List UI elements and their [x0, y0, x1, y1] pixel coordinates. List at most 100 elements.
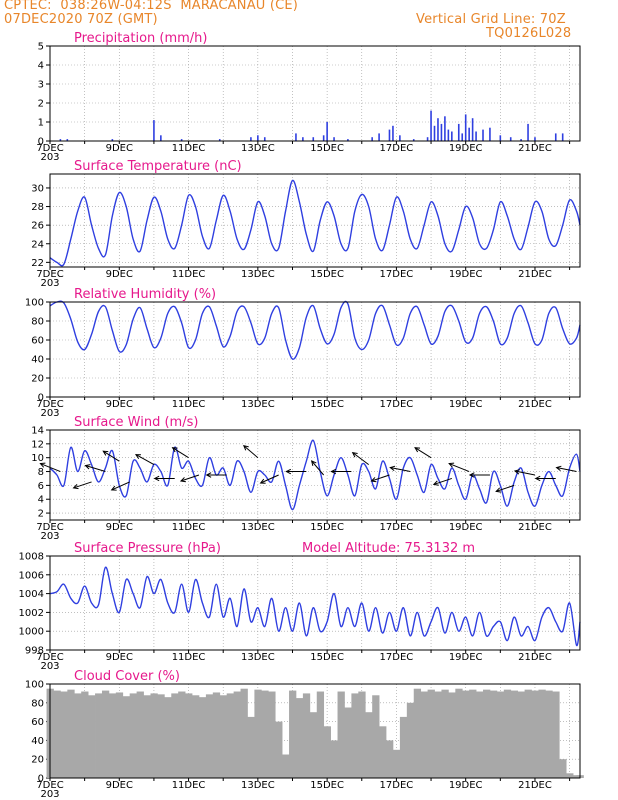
cloud-bar	[67, 689, 75, 778]
cloud-bar	[434, 691, 442, 778]
pressure-ytick-label: 1004	[19, 589, 44, 600]
cloud-bar	[150, 693, 158, 778]
cloud-bar	[379, 726, 387, 778]
wind-vector-head	[448, 462, 455, 468]
pressure-line	[49, 566, 581, 647]
wind-vector-head	[153, 475, 160, 482]
cloud-bar	[88, 695, 96, 778]
wind-vector-head	[243, 444, 249, 451]
pressure-ytick-label: 998	[25, 646, 44, 657]
cloud-bar	[448, 692, 456, 778]
cloud-bar	[309, 712, 318, 778]
precip-bar	[333, 137, 335, 141]
cloud-bar	[95, 693, 103, 778]
cloud-xtick-label: 15DEC	[310, 780, 344, 791]
pressure-xtick-label: 7DEC	[36, 652, 63, 663]
header-date: 07DEC2020 70Z (GMT)	[4, 12, 158, 27]
cloud-bar	[517, 691, 525, 778]
temperature-ytick-label: 30	[31, 183, 44, 194]
cloud-bar	[552, 691, 560, 778]
humidity-xtick-label: 19DEC	[449, 399, 483, 410]
cloud-ytick-label: 20	[31, 755, 44, 766]
wind-vector-head	[102, 450, 109, 456]
wind-vector-head	[110, 485, 117, 491]
cloud-bar	[233, 691, 241, 778]
cloud-bar	[538, 689, 546, 778]
wind-ytick-label: 12	[31, 439, 44, 450]
wind-xtick-label: 11DEC	[172, 522, 206, 533]
precip-bar	[433, 125, 436, 141]
temperature-xtick-label: 11DEC	[172, 269, 206, 280]
wind-vector	[135, 454, 155, 466]
precip-bar	[392, 125, 394, 141]
cloud-bar	[226, 693, 234, 778]
cloud-bar	[420, 691, 428, 778]
header-model: TQ0126L028	[486, 26, 572, 41]
wind-vector-head	[534, 475, 541, 482]
precip-bar	[153, 120, 155, 141]
cloud-bar	[129, 693, 137, 778]
cloud-bar	[171, 693, 179, 778]
precip-xtick-label: 21DEC	[518, 143, 552, 154]
wind-vector-head	[513, 469, 520, 475]
pressure-ytick-label: 1002	[19, 608, 44, 619]
precip-bar	[471, 118, 474, 141]
wind-vector-head	[495, 487, 502, 493]
precip-bar	[440, 123, 443, 141]
wind-vector-head	[285, 468, 292, 475]
temperature-title: Surface Temperature (nC)	[74, 159, 242, 174]
cloud-year-label: 203	[40, 789, 59, 800]
temperature-line	[49, 179, 581, 267]
cloud-ytick-label: 60	[31, 717, 44, 728]
cloud-bar	[427, 689, 435, 778]
cloud-bar	[496, 691, 505, 778]
temperature-frame	[49, 173, 581, 268]
precip-xtick-label: 15DEC	[310, 143, 344, 154]
cloud-bar	[295, 698, 304, 778]
temperature-ytick-label: 22	[31, 258, 44, 269]
pressure-xtick-label: 13DEC	[241, 652, 275, 663]
humidity-xtick-label: 17DEC	[380, 399, 414, 410]
wind-vector-head	[370, 477, 377, 483]
cloud-bar	[219, 695, 228, 778]
precip-bar	[388, 129, 391, 141]
temperature-xtick-label: 13DEC	[241, 269, 275, 280]
precip-xtick-label: 17DEC	[380, 143, 414, 154]
header-station: CPTEC: 038:26W-04:12S MARACANAU (CE)	[4, 0, 299, 13]
cloud-xtick-label: 7DEC	[36, 780, 63, 791]
humidity-year-label: 203	[40, 408, 59, 419]
wind-xtick-label: 13DEC	[241, 522, 275, 533]
cloud-ytick-label: 100	[25, 680, 44, 691]
precip-xtick-label: 9DEC	[106, 143, 133, 154]
pressure-xtick-label: 17DEC	[380, 652, 414, 663]
wind-line	[49, 439, 581, 511]
pressure-xtick-label: 15DEC	[310, 652, 344, 663]
wind-frame	[49, 429, 581, 521]
cloud-bar	[178, 691, 186, 778]
precip-bar	[66, 139, 69, 141]
wind-vector	[103, 450, 120, 462]
precip-bar	[468, 127, 470, 141]
wind-vector-head	[310, 460, 317, 466]
cloud-bar	[108, 693, 117, 778]
wind-vector	[73, 481, 92, 489]
cloud-ytick-label: 40	[31, 736, 44, 747]
precip-bar	[430, 110, 432, 141]
precip-bar	[322, 135, 325, 141]
cloud-bar	[344, 707, 352, 778]
precip-bar	[482, 129, 484, 141]
cloud-bar	[282, 754, 290, 778]
wind-ytick-label: 4	[38, 495, 44, 506]
pressure-ytick-label: 1000	[19, 627, 44, 638]
wind-vector-head	[432, 480, 439, 486]
precip-bar	[561, 133, 564, 141]
cloud-xtick-label: 19DEC	[449, 780, 483, 791]
wind-vector-head	[259, 478, 266, 484]
temperature-xtick-label: 7DEC	[36, 269, 63, 280]
cloud-bar	[247, 716, 255, 778]
cloud-bar	[330, 740, 338, 778]
wind-vector-head	[171, 447, 178, 453]
precip-bar	[263, 137, 266, 141]
cloud-bar	[192, 695, 200, 778]
